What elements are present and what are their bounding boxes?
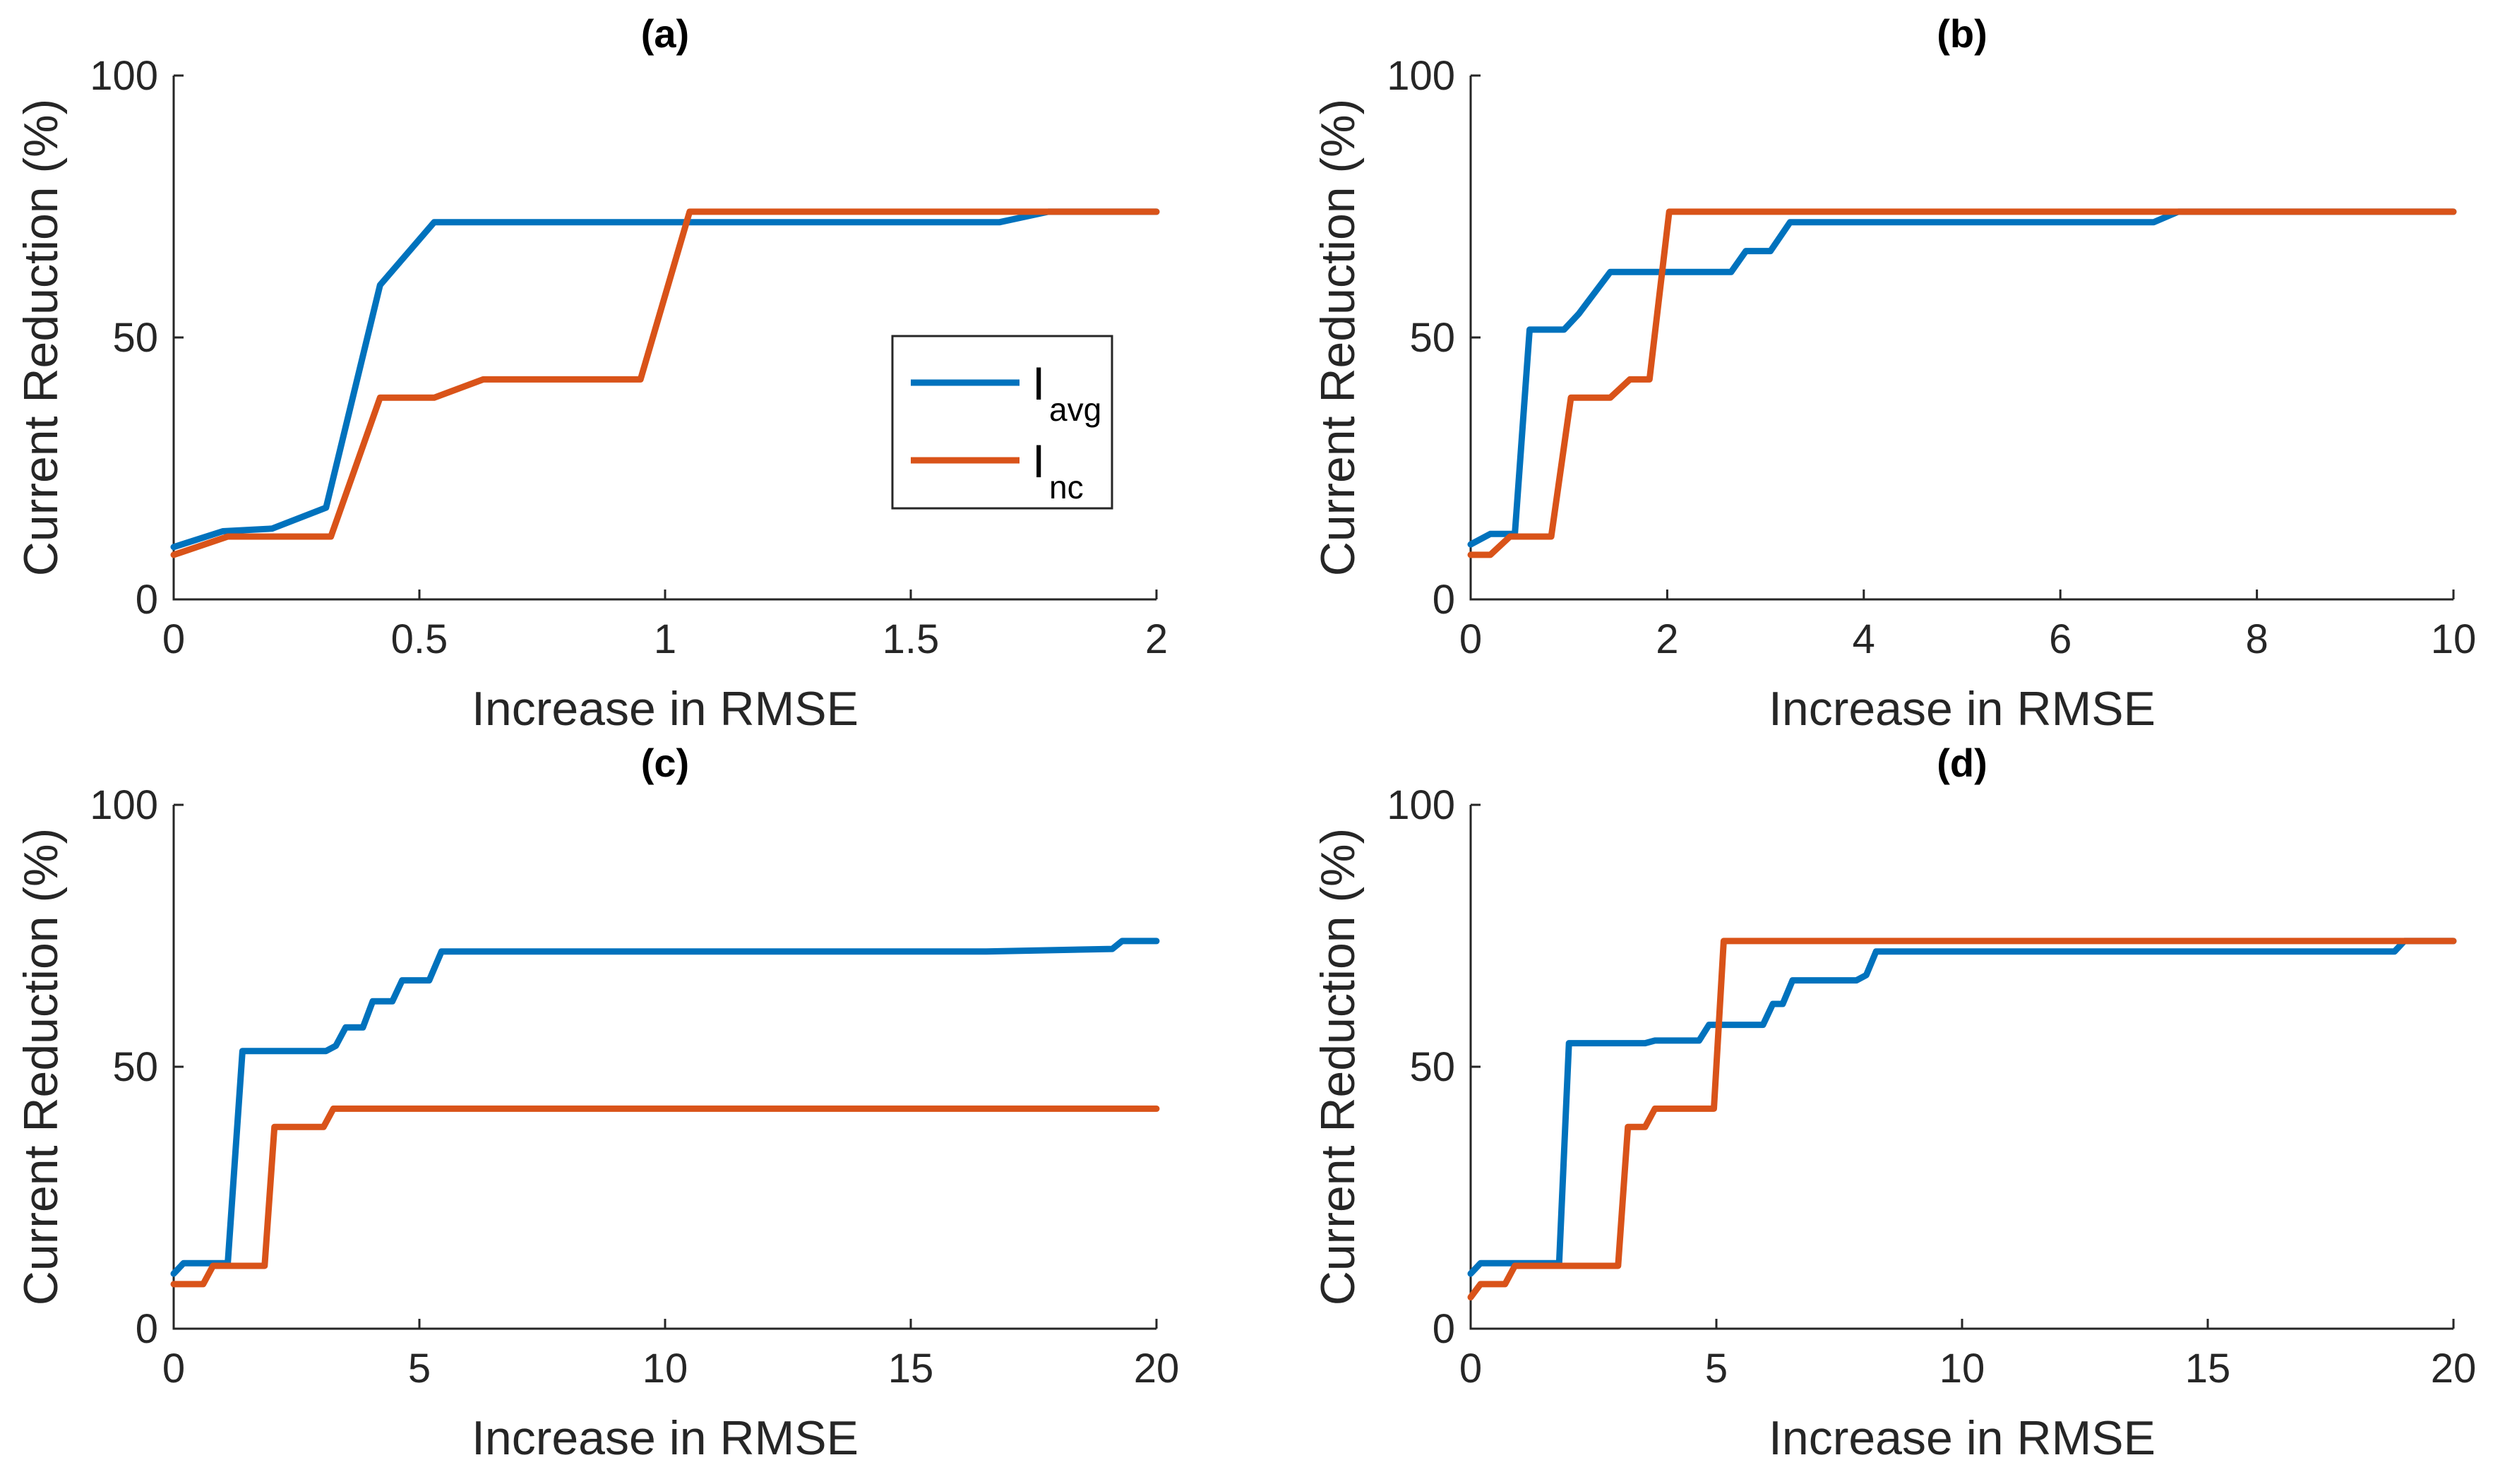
y-tick-label: 0 bbox=[1433, 577, 1455, 623]
x-axis-label: Increase in RMSE bbox=[1769, 1411, 2156, 1465]
y-tick-label: 100 bbox=[90, 53, 158, 99]
panel-c: 0 5 10 15 20 0 50 100 (c) Increase in RMSE Current… bbox=[14, 741, 1179, 1465]
y-tick-label: 50 bbox=[112, 315, 158, 361]
y-tick-label: 0 bbox=[136, 577, 158, 623]
x-tick-label: 1.5 bbox=[883, 616, 940, 662]
legend-label-sub: nc bbox=[1049, 469, 1084, 505]
x-tick-label: 0 bbox=[162, 616, 185, 662]
chart-title: (b) bbox=[1937, 11, 1987, 56]
y-tick-label: 50 bbox=[112, 1044, 158, 1090]
x-tick-label: 15 bbox=[2185, 1346, 2231, 1392]
x-axis-label: Increase in RMSE bbox=[1769, 682, 2156, 736]
y-tick-label: 100 bbox=[90, 782, 158, 828]
series-line-i-avg-b bbox=[1467, 208, 2457, 548]
x-tick-label: 15 bbox=[888, 1346, 934, 1392]
x-tick-label: 6 bbox=[2049, 616, 2071, 662]
chart-title: (a) bbox=[641, 11, 689, 56]
series-line-i-avg-d bbox=[1467, 938, 2457, 1277]
axes-c bbox=[172, 805, 1156, 1330]
legend-box bbox=[891, 335, 1113, 510]
y-axis-label: Current Reduction (%) bbox=[14, 99, 68, 576]
series-line-i-avg-a bbox=[170, 208, 1160, 551]
x-axis-label: Increase in RMSE bbox=[472, 682, 859, 736]
x-tick-label: 2 bbox=[1145, 616, 1168, 662]
chart-title: (c) bbox=[641, 741, 689, 785]
series-line-i-nc-a bbox=[170, 208, 1160, 558]
x-tick-label: 10 bbox=[2431, 616, 2477, 662]
y-tick-label: 50 bbox=[1409, 1044, 1455, 1090]
x-tick-label: 0 bbox=[162, 1346, 185, 1392]
axes-b bbox=[1469, 76, 2453, 601]
y-axis-label: Current Reduction (%) bbox=[1311, 828, 1365, 1305]
y-axis-label: Current Reduction (%) bbox=[14, 828, 68, 1305]
legend-label-main: I bbox=[1032, 357, 1045, 409]
y-tick-label: 100 bbox=[1387, 782, 1455, 828]
x-tick-label: 0.5 bbox=[391, 616, 448, 662]
x-tick-label: 10 bbox=[642, 1346, 688, 1392]
panel-d: 0 5 10 15 20 0 50 100 (d) Increase in RMSE Current… bbox=[1311, 741, 2476, 1465]
series-line-i-nc-d bbox=[1467, 938, 2457, 1300]
y-tick-label: 0 bbox=[1433, 1306, 1455, 1352]
y-axis-label: Current Reduction (%) bbox=[1311, 99, 1365, 576]
panel-a: 0 0.5 1 1.5 2 0 50 100 (a) Increase in RMSE Curren… bbox=[14, 11, 1168, 736]
x-tick-label: 1 bbox=[654, 616, 676, 662]
y-tick-label: 50 bbox=[1409, 315, 1455, 361]
x-tick-label: 20 bbox=[2431, 1346, 2477, 1392]
x-tick-label: 2 bbox=[1656, 616, 1678, 662]
chart-title: (d) bbox=[1937, 741, 1987, 785]
series-line-i-nc-c bbox=[170, 1105, 1160, 1288]
legend-label-sub: avg bbox=[1049, 391, 1101, 428]
y-tick-label: 100 bbox=[1387, 53, 1455, 99]
x-axis-label: Increase in RMSE bbox=[472, 1411, 859, 1465]
x-tick-label: 4 bbox=[1853, 616, 1875, 662]
x-tick-label: 5 bbox=[408, 1346, 431, 1392]
x-tick-label: 0 bbox=[1459, 616, 1482, 662]
x-tick-label: 8 bbox=[2245, 616, 2268, 662]
x-tick-label: 10 bbox=[1939, 1346, 1985, 1392]
y-tick-label: 0 bbox=[136, 1306, 158, 1352]
series-line-i-nc-b bbox=[1467, 208, 2457, 558]
legend-label-main: I bbox=[1032, 435, 1045, 487]
x-tick-label: 20 bbox=[1134, 1346, 1180, 1392]
series-line-i-avg-c bbox=[170, 938, 1160, 1277]
x-tick-label: 0 bbox=[1459, 1346, 1482, 1392]
x-tick-label: 5 bbox=[1705, 1346, 1728, 1392]
